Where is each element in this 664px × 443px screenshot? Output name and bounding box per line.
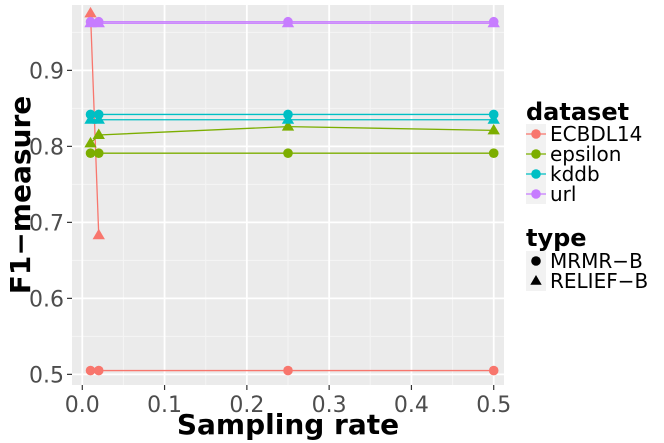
series-line-epsilon-relief <box>90 125 494 144</box>
data-point-epsilon-mrmr <box>488 148 499 158</box>
y-tick-label: 0.6 <box>29 287 64 312</box>
legend-label-ecbdl14: ECBDL14 <box>550 122 642 146</box>
data-point-ecbdl14-relief <box>92 228 105 240</box>
data-point-epsilon-relief <box>92 128 105 139</box>
data-point-url-relief <box>84 16 97 28</box>
legend-label-type: RELIEF−B <box>550 269 648 293</box>
data-point-url-relief <box>281 16 295 28</box>
y-tick-label: 0.8 <box>29 135 64 160</box>
data-point-ecbdl14-mrmr <box>283 365 293 376</box>
x-tick-label: 0.0 <box>65 393 100 418</box>
x-tick-label: 0.1 <box>147 393 182 418</box>
data-point-kddb-relief <box>92 113 105 124</box>
legend-label-epsilon: epsilon <box>550 142 621 166</box>
y-tick-label: 0.7 <box>29 211 64 236</box>
y-axis-title: F1−measure <box>4 96 37 295</box>
legend-key-marker <box>531 129 541 139</box>
data-point-kddb-relief <box>281 113 295 124</box>
x-tick-label: 0.4 <box>394 393 429 418</box>
major-gridlines <box>72 5 504 385</box>
x-tick-labels: 0.0 0.1 0.2 0.3 0.4 0.5 <box>65 393 511 418</box>
data-point-kddb-relief <box>487 113 500 124</box>
y-tick-labels: 0.5 0.6 0.7 0.8 0.9 <box>29 59 64 388</box>
x-tick-label: 0.5 <box>476 393 511 418</box>
legend-title-dataset: dataset <box>526 98 629 126</box>
data-point-url-relief <box>487 16 500 28</box>
data-point-epsilon-relief <box>84 136 97 148</box>
y-tick-label: 0.5 <box>29 363 64 388</box>
legend-key-marker <box>531 149 541 159</box>
triangle-icon <box>530 275 542 285</box>
y-tick-label: 0.9 <box>29 59 64 84</box>
data-point-ecbdl14-relief <box>84 6 97 18</box>
data-point-epsilon-mrmr <box>85 148 96 158</box>
legend-label-type: MRMR−B <box>550 249 643 273</box>
circle-icon <box>531 256 541 266</box>
series-line-ecbdl14-relief <box>89 13 100 236</box>
data-point-ecbdl14-mrmr <box>93 365 104 376</box>
data-point-epsilon-mrmr <box>93 148 104 158</box>
data-point-ecbdl14-mrmr <box>488 365 499 376</box>
legend-key-marker <box>531 169 541 179</box>
data-point-epsilon-mrmr <box>283 148 293 158</box>
data-point-ecbdl14-mrmr <box>85 365 96 376</box>
data-point-epsilon-relief <box>487 123 500 135</box>
legend-key-marker <box>531 189 541 199</box>
x-axis-title: Sampling rate <box>177 408 399 441</box>
minor-gridlines <box>72 5 504 385</box>
legend-label-url: url <box>550 182 576 206</box>
data-point-kddb-relief <box>84 113 97 124</box>
legend-label-kddb: kddb <box>550 162 600 186</box>
legend-title-type: type <box>526 224 587 252</box>
axis-ticks <box>67 69 495 390</box>
x-tick-label: 0.2 <box>229 393 264 418</box>
x-tick-label: 0.3 <box>312 393 347 418</box>
series-layer <box>84 6 500 376</box>
data-point-epsilon-relief <box>281 120 295 131</box>
data-point-url-relief <box>92 16 105 28</box>
